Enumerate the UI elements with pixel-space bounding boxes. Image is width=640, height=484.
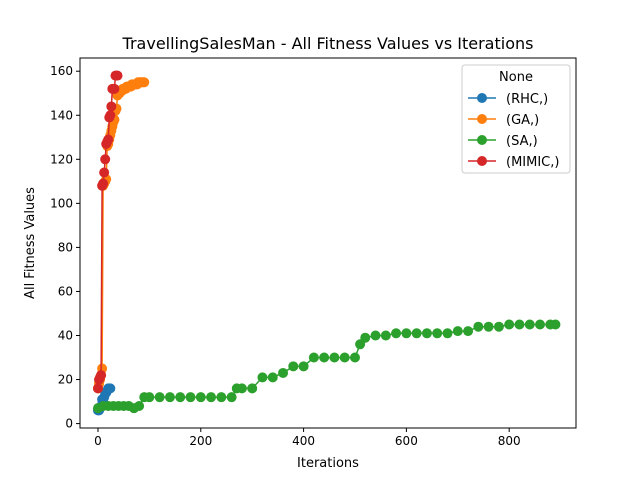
data-point-sa — [288, 361, 299, 372]
legend-box — [461, 64, 571, 174]
data-point-sa — [134, 400, 145, 411]
data-point-sa — [421, 328, 432, 339]
data-point-sa — [267, 372, 278, 383]
legend-entry-mimic: (MIMIC,) — [468, 155, 559, 170]
y-tick-label: 60 — [58, 284, 73, 298]
data-point-sa — [319, 352, 330, 363]
x-tick-label: 600 — [395, 434, 418, 448]
data-point-sa — [339, 352, 350, 363]
legend: None (RHC,) (GA,) (SA,) (MIMIC,) — [461, 64, 571, 174]
y-tick-label: 140 — [50, 108, 73, 122]
y-axis-label: All Fitness Values — [23, 187, 38, 299]
legend-label-ga: (GA,) — [506, 113, 539, 128]
data-point-sa — [493, 321, 504, 332]
data-point-sa — [144, 392, 155, 403]
y-tick-label: 20 — [58, 373, 73, 387]
x-tick-label: 0 — [94, 434, 102, 448]
data-point-sa — [452, 326, 463, 337]
y-tick-label: 120 — [50, 152, 73, 166]
data-point-sa — [308, 352, 319, 363]
y-tick-label: 0 — [65, 417, 73, 431]
data-point-sa — [247, 383, 258, 394]
data-point-sa — [226, 392, 237, 403]
data-point-sa — [483, 321, 494, 332]
legend-label-sa: (SA,) — [506, 134, 538, 149]
y-tick-label: 100 — [50, 196, 73, 210]
data-point-sa — [380, 330, 391, 341]
data-point-sa — [206, 392, 217, 403]
x-axis: 0 200 400 600 800 — [94, 428, 521, 448]
legend-label-rhc: (RHC,) — [506, 92, 548, 107]
y-tick-label: 80 — [58, 240, 73, 254]
data-point-sa — [257, 372, 268, 383]
data-point-sa — [195, 392, 206, 403]
data-point-mimic — [112, 70, 123, 81]
data-point-sa — [278, 367, 289, 378]
series-sa — [92, 319, 561, 414]
data-point-sa — [524, 319, 535, 330]
data-point-sa — [185, 392, 196, 403]
data-point-sa — [504, 319, 515, 330]
legend-marker-ga — [477, 114, 487, 124]
data-point-sa — [550, 319, 561, 330]
legend-marker-mimic — [477, 156, 487, 166]
chart-title: TravellingSalesMan - All Fitness Values … — [122, 34, 534, 53]
data-point-sa — [473, 321, 484, 332]
x-axis-label: Iterations — [297, 456, 359, 471]
data-point-sa — [411, 328, 422, 339]
legend-title: None — [499, 70, 533, 85]
legend-marker-rhc — [477, 93, 487, 103]
data-point-mimic — [98, 178, 109, 189]
data-point-mimic — [100, 154, 111, 165]
data-point-sa — [236, 383, 247, 394]
y-tick-label: 40 — [58, 329, 73, 343]
legend-entry-rhc: (RHC,) — [468, 92, 548, 107]
x-tick-label: 400 — [292, 434, 315, 448]
legend-entry-ga: (GA,) — [468, 113, 539, 128]
data-point-sa — [442, 328, 453, 339]
data-point-sa — [360, 332, 371, 343]
legend-label-mimic: (MIMIC,) — [506, 155, 559, 170]
plot-area — [92, 70, 561, 416]
data-point-sa — [349, 352, 360, 363]
y-axis: 0 20 40 60 80 100 120 140 160 — [50, 64, 80, 431]
data-point-sa — [514, 319, 525, 330]
data-point-sa — [463, 326, 474, 337]
data-point-mimic — [106, 101, 117, 112]
data-point-mimic — [99, 167, 110, 178]
data-point-sa — [175, 392, 186, 403]
data-point-sa — [370, 330, 381, 341]
y-tick-label: 160 — [50, 64, 73, 78]
x-tick-label: 200 — [189, 434, 212, 448]
data-point-rhc — [105, 383, 116, 394]
data-point-mimic — [92, 383, 103, 394]
data-point-mimic — [103, 134, 114, 145]
legend-marker-sa — [477, 135, 487, 145]
data-point-sa — [432, 328, 443, 339]
data-point-sa — [329, 352, 340, 363]
data-point-sa — [535, 319, 546, 330]
data-point-mimic — [109, 83, 120, 94]
data-point-sa — [216, 392, 227, 403]
series-mimic — [92, 70, 123, 394]
plot-frame — [79, 57, 577, 429]
data-point-sa — [164, 392, 175, 403]
data-point-mimic — [105, 110, 116, 121]
data-point-sa — [298, 361, 309, 372]
data-point-sa — [391, 328, 402, 339]
data-point-sa — [401, 328, 412, 339]
data-point-sa — [154, 392, 165, 403]
x-tick-label: 800 — [498, 434, 521, 448]
legend-entries: (RHC,) (GA,) (SA,) (MIMIC,) — [468, 92, 559, 170]
data-point-mimic — [96, 370, 107, 381]
legend-entry-sa: (SA,) — [468, 134, 538, 149]
data-point-ga — [139, 77, 150, 88]
